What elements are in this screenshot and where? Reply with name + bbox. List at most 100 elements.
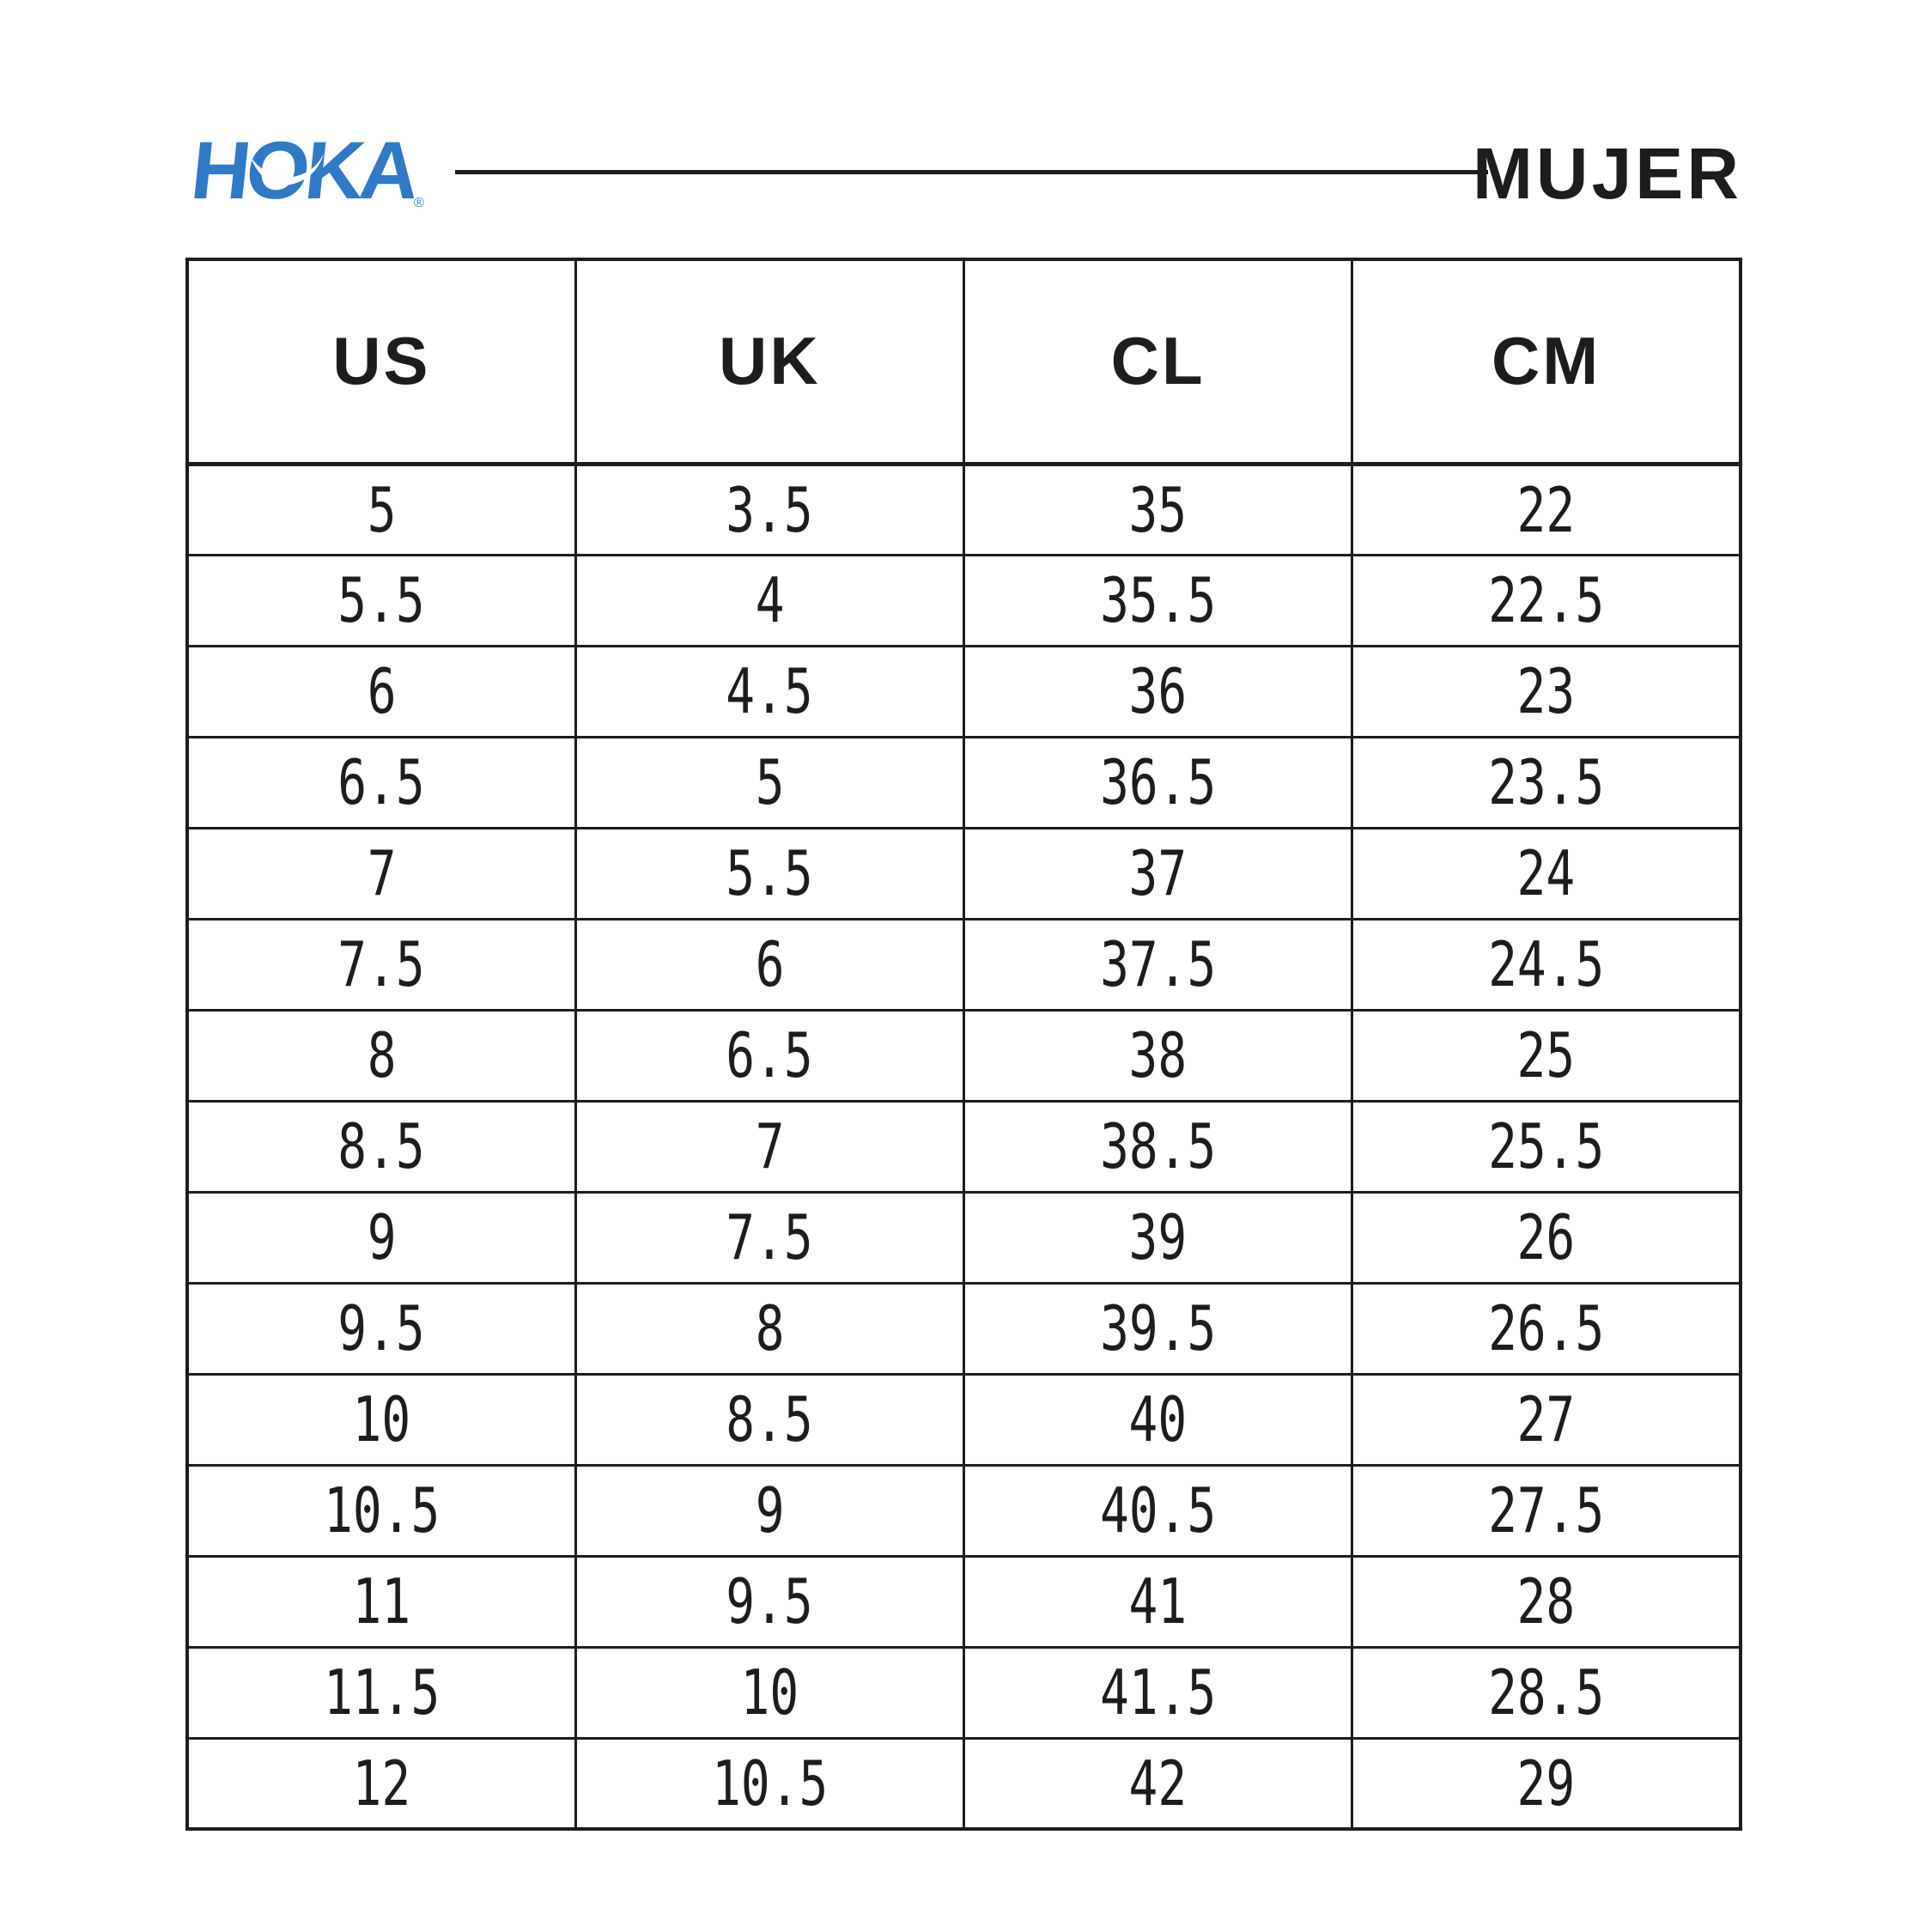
size-cell: 25 — [1351, 1008, 1742, 1103]
size-value: 10 — [352, 1383, 411, 1455]
size-cell: 5 — [185, 462, 577, 556]
size-cell: 6.5 — [185, 735, 577, 829]
size-cell: 22.5 — [1351, 553, 1742, 647]
size-value: 6.5 — [337, 746, 426, 818]
size-cell: 37 — [962, 826, 1354, 920]
size-value: 23 — [1516, 655, 1576, 727]
size-value: 7 — [367, 837, 397, 909]
size-value: 41.5 — [1099, 1656, 1217, 1728]
size-cell: 7.5 — [185, 917, 577, 1012]
size-cell: 36 — [962, 644, 1354, 738]
size-value: 10.5 — [323, 1474, 440, 1546]
column-header-uk: UK — [574, 258, 966, 466]
table-row: 6.5 5 36.5 23.5 — [185, 735, 1742, 829]
size-cell: 9 — [185, 1190, 577, 1285]
size-value: 12 — [352, 1747, 411, 1820]
size-cell: 4.5 — [574, 644, 966, 738]
size-value: 10.5 — [711, 1747, 828, 1820]
size-cell: 40 — [962, 1372, 1354, 1467]
table-row: 9 7.5 39 26 — [185, 1190, 1742, 1285]
size-value: 37 — [1128, 837, 1188, 909]
table-row: 5.5 4 35.5 22.5 — [185, 553, 1742, 647]
size-conversion-table: US UK CL CM 5 3.5 35 22 5.5 4 35.5 22.5 6 4.5 36 23 6.5… — [185, 258, 1742, 1831]
size-cell: 8 — [185, 1008, 577, 1103]
registered-mark: ® — [414, 196, 424, 210]
size-value: 7 — [755, 1110, 785, 1182]
size-value: 36 — [1128, 655, 1188, 727]
size-cell: 10 — [185, 1372, 577, 1467]
size-value: 8.5 — [726, 1383, 814, 1455]
size-value: 3.5 — [726, 473, 814, 546]
column-header-cl: CL — [962, 258, 1354, 466]
size-value: 38 — [1128, 1019, 1188, 1091]
size-cell: 11.5 — [185, 1645, 577, 1740]
size-value: 41 — [1128, 1565, 1188, 1637]
table-row: 9.5 8 39.5 26.5 — [185, 1281, 1742, 1376]
size-value: 7.5 — [337, 928, 426, 1000]
size-value: 11.5 — [323, 1656, 440, 1728]
size-value: 5.5 — [726, 837, 814, 909]
size-value: 26.5 — [1487, 1292, 1605, 1364]
size-cell: 27.5 — [1351, 1463, 1742, 1558]
size-cell: 5.5 — [185, 553, 577, 647]
size-value: 36.5 — [1099, 746, 1217, 818]
size-cell: 27 — [1351, 1372, 1742, 1467]
size-cell: 6.5 — [574, 1008, 966, 1103]
size-value: 22 — [1516, 473, 1576, 546]
size-cell: 41 — [962, 1554, 1354, 1649]
table-row: 7 5.5 37 24 — [185, 826, 1742, 920]
size-value: 35 — [1128, 473, 1188, 546]
size-cell: 7.5 — [574, 1190, 966, 1285]
size-cell: 37.5 — [962, 917, 1354, 1012]
size-cell: 23 — [1351, 644, 1742, 738]
size-cell: 6 — [185, 644, 577, 738]
table-row: 8.5 7 38.5 25.5 — [185, 1099, 1742, 1194]
size-cell: 7 — [574, 1099, 966, 1194]
size-cell: 24.5 — [1351, 917, 1742, 1012]
size-value: 27 — [1516, 1383, 1576, 1455]
size-cell: 9.5 — [185, 1281, 577, 1376]
size-cell: 28 — [1351, 1554, 1742, 1649]
size-table-body: 5 3.5 35 22 5.5 4 35.5 22.5 6 4.5 36 23 6.5 5 36.5 23.5… — [185, 462, 1742, 1831]
size-value: 37.5 — [1099, 928, 1217, 1000]
size-cell: 3.5 — [574, 462, 966, 556]
size-cell: 35.5 — [962, 553, 1354, 647]
size-cell: 4 — [574, 553, 966, 647]
page-title: MUJER — [1472, 133, 1742, 214]
size-cell: 8 — [574, 1281, 966, 1376]
size-cell: 40.5 — [962, 1463, 1354, 1558]
size-cell: 6 — [574, 917, 966, 1012]
size-value: 27.5 — [1487, 1474, 1605, 1546]
size-value: 24.5 — [1487, 928, 1605, 1000]
size-value: 9.5 — [337, 1292, 426, 1364]
size-value: 6.5 — [726, 1019, 814, 1091]
size-value: 39.5 — [1099, 1292, 1217, 1364]
size-cell: 39.5 — [962, 1281, 1354, 1376]
column-header-us: US — [185, 258, 577, 466]
size-value: 6 — [755, 928, 785, 1000]
table-row: 10.5 9 40.5 27.5 — [185, 1463, 1742, 1558]
size-cell: 7 — [185, 826, 577, 920]
table-row: 7.5 6 37.5 24.5 — [185, 917, 1742, 1012]
size-cell: 23.5 — [1351, 735, 1742, 829]
table-row: 6 4.5 36 23 — [185, 644, 1742, 738]
size-value: 8 — [367, 1019, 397, 1091]
size-value: 23.5 — [1487, 746, 1605, 818]
size-value: 10 — [740, 1656, 799, 1728]
size-value: 29 — [1516, 1747, 1576, 1820]
size-value: 9 — [755, 1474, 785, 1546]
size-cell: 42 — [962, 1736, 1354, 1831]
size-value: 4 — [755, 564, 785, 636]
size-value: 40 — [1128, 1383, 1188, 1455]
size-cell: 8.5 — [574, 1372, 966, 1467]
column-header-cm: CM — [1351, 258, 1742, 466]
size-cell: 5 — [574, 735, 966, 829]
size-cell: 9 — [574, 1463, 966, 1558]
size-value: 40.5 — [1099, 1474, 1217, 1546]
size-cell: 36.5 — [962, 735, 1354, 829]
size-value: 11 — [352, 1565, 411, 1637]
size-value: 4.5 — [726, 655, 814, 727]
size-cell: 11 — [185, 1554, 577, 1649]
size-value: 9 — [367, 1201, 397, 1273]
size-cell: 38 — [962, 1008, 1354, 1103]
